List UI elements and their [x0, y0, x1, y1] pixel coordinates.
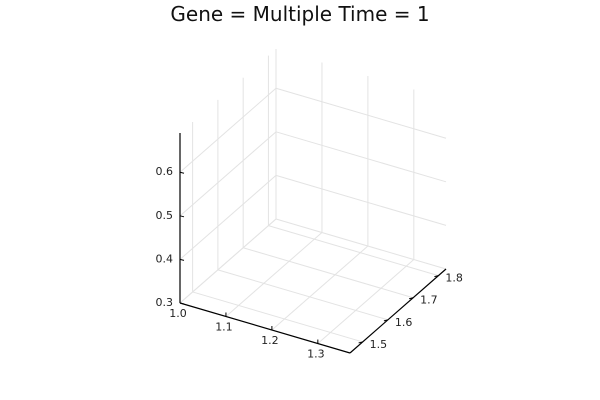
grid-line-back-z [275, 131, 447, 183]
x-axis-line [179, 302, 351, 354]
y-tick-label: 1.6 [395, 316, 413, 329]
chart-title: Gene = Multiple Time = 1 [170, 2, 430, 26]
grid-line-floor-y [192, 291, 363, 343]
grid-line-back-z [275, 174, 447, 226]
y-tick-mark [383, 319, 389, 322]
z-tick-mark [179, 258, 185, 261]
grid-line-floor-x [271, 245, 369, 331]
grid-line-floor-x [317, 259, 415, 344]
grid-line-floor-y [268, 225, 439, 277]
x-tick-label: 1.1 [215, 321, 233, 334]
y-tick-label: 1.7 [420, 294, 438, 307]
grid-line-floor-y [243, 247, 414, 299]
axis-layer [179, 133, 447, 354]
z-tick-label: 0.3 [156, 296, 174, 309]
y-tick-mark [409, 297, 414, 300]
grid-layer [179, 49, 447, 344]
z-tick-mark [179, 302, 185, 305]
y-tick-label: 1.8 [445, 272, 463, 285]
y-tick-mark [358, 341, 363, 344]
z-tick-label: 0.5 [156, 209, 174, 222]
grid-line-back-z [275, 218, 447, 270]
y-tick-label: 1.5 [370, 338, 388, 351]
grid-line-side-z [179, 131, 277, 217]
y-axis-line [349, 268, 447, 354]
grid-line-side-z [179, 87, 277, 173]
tick-layer: 1.0 1.1 1.2 1.3 1.5 1.6 1.7 1.8 0.3 0.4 0.5 0.6 [156, 165, 463, 360]
grid-line-floor-x [225, 232, 323, 317]
z-tick-label: 0.6 [156, 165, 174, 178]
z-tick-label: 0.4 [156, 252, 174, 265]
grid-line-side-z [179, 218, 277, 304]
grid-line-back-z [275, 87, 447, 139]
x-tick-label: 1.0 [169, 307, 187, 320]
grid-line-floor-y [217, 269, 389, 321]
grid-line-side-z [179, 175, 277, 260]
z-tick-mark [179, 215, 185, 218]
y-tick-mark [434, 275, 439, 278]
x-tick-label: 1.3 [307, 348, 325, 361]
z-tick-mark [179, 171, 185, 174]
x-tick-label: 1.2 [261, 334, 279, 347]
